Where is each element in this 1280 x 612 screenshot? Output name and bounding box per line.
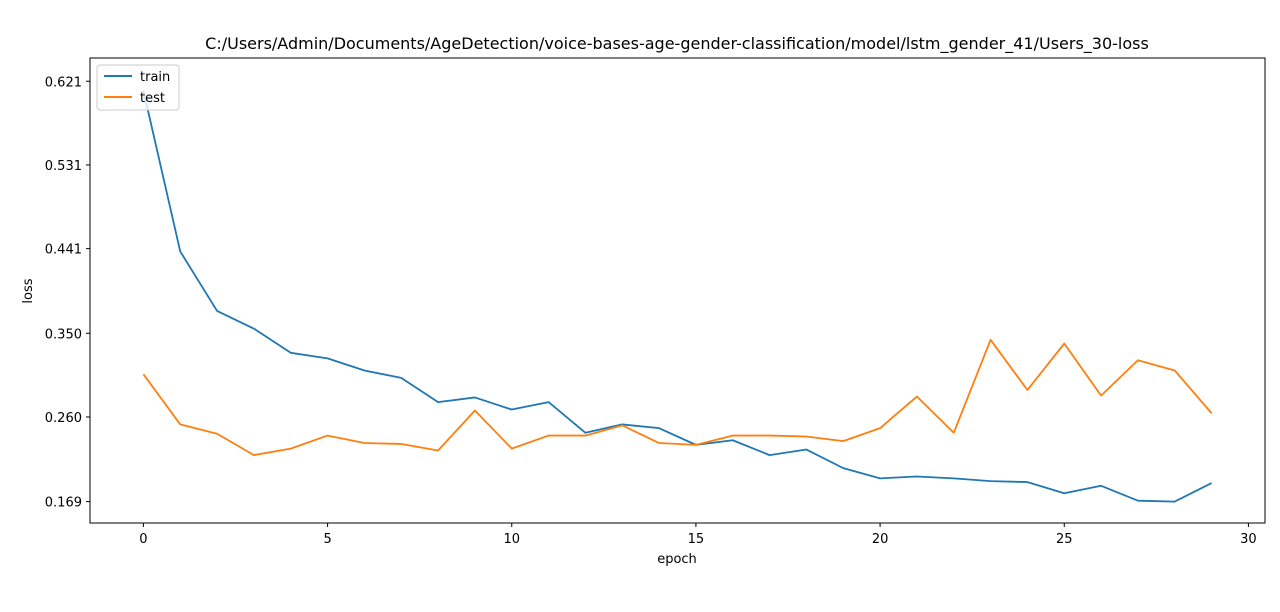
x-tick-label: 0: [139, 532, 147, 547]
x-tick-label: 25: [1056, 532, 1073, 547]
series-line-train: [142, 90, 1212, 503]
x-tick-label: 20: [872, 532, 889, 547]
x-axis: 0 5 10 15 20 25 30: [139, 523, 1257, 547]
plot-border: [89, 57, 1266, 524]
axes-frame: [89, 57, 1266, 524]
y-tick-label: 0.531: [45, 159, 82, 174]
y-tick-label: 0.169: [45, 496, 82, 511]
y-tick-label: 0.350: [45, 327, 82, 342]
x-tick-label: 10: [503, 532, 520, 547]
legend: train test: [96, 64, 180, 111]
y-tick-label: 0.621: [45, 75, 82, 90]
y-tick-label: 0.260: [45, 411, 82, 426]
x-tick-label: 5: [323, 532, 331, 547]
y-axis-label: loss: [21, 278, 36, 303]
x-tick-label: 15: [688, 532, 705, 547]
chart-title: C:/Users/Admin/Documents/AgeDetection/vo…: [205, 34, 1149, 54]
y-axis: 0.169 0.260 0.350 0.441 0.531 0.621: [45, 75, 90, 511]
y-tick-label: 0.441: [45, 243, 82, 258]
legend-train-label: train: [140, 70, 170, 85]
plot-area: [142, 90, 1213, 503]
series-line-test: [142, 338, 1213, 457]
legend-test-label: test: [140, 91, 165, 106]
x-tick-label: 30: [1240, 532, 1257, 547]
x-axis-label: epoch: [657, 552, 697, 567]
